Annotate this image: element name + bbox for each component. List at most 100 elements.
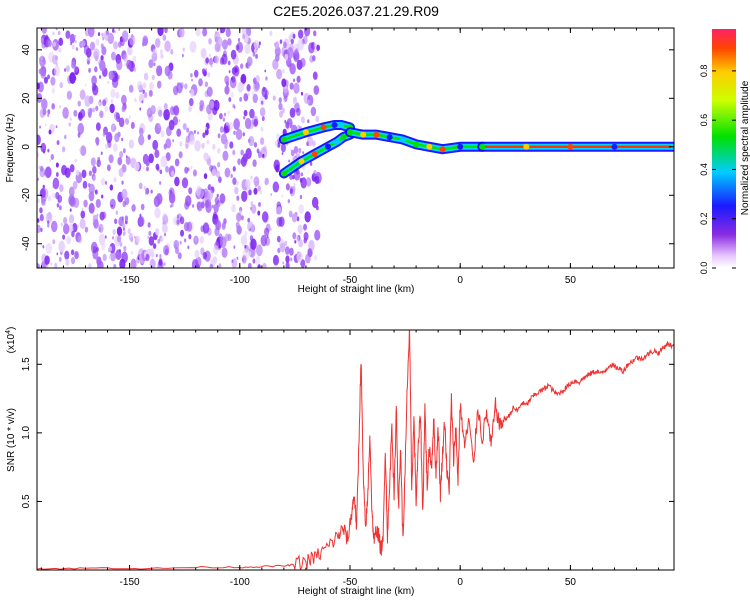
noise-speckle: [104, 143, 109, 150]
noise-speckle: [253, 187, 258, 195]
noise-speckle: [102, 131, 106, 137]
noise-speckle: [257, 210, 261, 216]
noise-speckle: [255, 53, 258, 59]
noise-speckle: [298, 29, 304, 39]
noise-speckle: [95, 105, 99, 112]
noise-speckle: [208, 57, 214, 66]
noise-speckle: [88, 263, 92, 268]
noise-speckle: [290, 257, 293, 262]
noise-speckle: [93, 50, 99, 60]
noise-speckle: [121, 137, 124, 142]
noise-speckle: [240, 234, 248, 246]
noise-speckle: [293, 78, 296, 83]
noise-speckle: [93, 219, 99, 229]
noise-speckle: [119, 258, 126, 268]
noise-speckle: [254, 80, 260, 90]
noise-speckle: [49, 159, 52, 162]
noise-speckle: [247, 262, 252, 268]
noise-speckle: [165, 165, 169, 173]
noise-speckle: [215, 170, 221, 179]
noise-speckle: [127, 228, 131, 234]
noise-speckle: [47, 148, 50, 153]
colorbar-tick-label: 0.0: [699, 262, 709, 275]
noise-speckle: [152, 139, 159, 151]
noise-speckle: [250, 201, 254, 206]
noise-speckle: [43, 76, 48, 84]
spectrogram-x-tick-label: -100: [230, 275, 250, 286]
noise-speckle: [289, 63, 296, 75]
spectrogram-plot-frame: [36, 27, 675, 269]
noise-speckle: [104, 180, 108, 185]
noise-speckle: [94, 189, 98, 195]
noise-speckle: [181, 53, 184, 58]
noise-speckle: [176, 214, 180, 219]
noise-speckle: [51, 87, 55, 94]
noise-speckle: [197, 187, 204, 199]
noise-speckle: [228, 96, 232, 103]
noise-speckle: [222, 117, 226, 122]
noise-speckle: [84, 95, 91, 107]
noise-speckle: [262, 153, 265, 158]
noise-speckle: [112, 143, 118, 152]
noise-speckle: [64, 68, 67, 72]
noise-speckle: [188, 98, 194, 107]
noise-speckle: [205, 67, 208, 72]
track-point: [320, 124, 327, 131]
noise-speckle: [209, 263, 214, 268]
noise-speckle: [159, 181, 162, 185]
noise-speckle: [232, 177, 237, 185]
noise-speckle: [77, 224, 79, 228]
colorbar-tick-label: 0.8: [699, 65, 709, 78]
noise-speckle: [290, 149, 295, 157]
noise-speckle: [77, 122, 85, 135]
noise-speckle: [218, 263, 222, 268]
noise-speckle: [41, 198, 46, 206]
noise-speckle: [247, 221, 254, 232]
noise-speckle: [46, 265, 49, 268]
noise-speckle: [292, 232, 297, 240]
noise-speckle: [74, 250, 79, 260]
noise-speckle: [294, 48, 299, 55]
noise-speckle: [207, 189, 214, 201]
noise-speckle: [144, 191, 147, 195]
noise-speckle: [206, 158, 212, 166]
noise-speckle: [180, 229, 185, 237]
noise-speckle: [219, 193, 226, 204]
noise-speckle: [128, 84, 134, 93]
noise-speckle: [190, 165, 193, 170]
noise-speckle: [305, 253, 311, 264]
noise-speckle: [135, 235, 141, 243]
noise-speckle: [124, 215, 129, 222]
noise-speckle: [155, 163, 160, 171]
noise-speckle: [92, 107, 96, 113]
noise-speckle: [170, 49, 174, 55]
noise-speckle: [40, 142, 47, 153]
noise-speckle: [244, 43, 251, 55]
noise-speckle: [203, 152, 209, 162]
noise-speckle: [164, 232, 166, 237]
noise-speckle: [102, 99, 107, 107]
noise-speckle: [211, 168, 217, 177]
noise-speckle: [234, 67, 238, 73]
noise-speckle: [202, 222, 210, 234]
noise-speckle: [279, 39, 283, 44]
noise-speckle: [292, 100, 296, 105]
noise-speckle: [181, 177, 189, 189]
noise-speckle: [54, 262, 58, 268]
noise-speckle: [255, 74, 260, 83]
noise-speckle: [245, 148, 252, 160]
noise-speckle: [290, 148, 292, 152]
noise-speckle: [219, 126, 224, 133]
noise-speckle: [296, 75, 301, 83]
noise-speckle: [230, 91, 234, 98]
noise-speckle: [77, 235, 83, 244]
track-point: [333, 138, 340, 145]
noise-speckle: [51, 54, 58, 65]
noise-speckle: [39, 213, 44, 222]
noise-speckle: [213, 99, 220, 112]
noise-speckle: [235, 221, 240, 229]
noise-speckle: [220, 133, 228, 145]
noise-speckle: [230, 49, 237, 60]
noise-speckle: [62, 107, 69, 119]
noise-speckle: [72, 181, 78, 190]
